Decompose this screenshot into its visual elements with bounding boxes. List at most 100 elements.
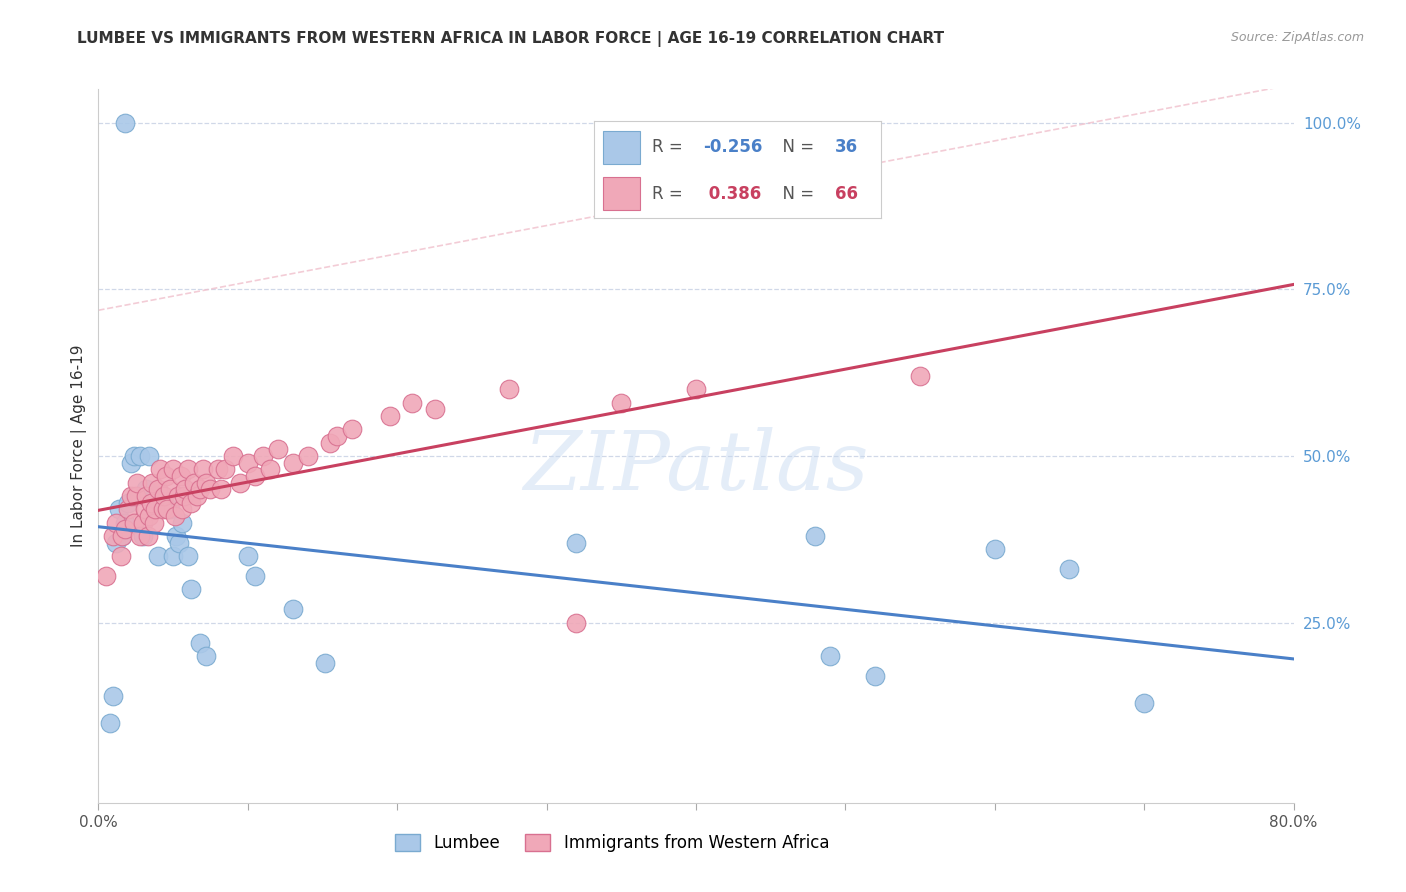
- Point: [141, 475, 163, 490]
- Point: [120, 456, 142, 470]
- Text: Source: ZipAtlas.com: Source: ZipAtlas.com: [1230, 31, 1364, 45]
- Point: [281, 456, 304, 470]
- Point: [180, 496, 202, 510]
- Point: [148, 483, 170, 497]
- Point: [214, 462, 236, 476]
- Point: [319, 435, 342, 450]
- Point: [124, 516, 146, 530]
- Point: [132, 516, 155, 530]
- Point: [174, 483, 197, 497]
- Point: [610, 395, 633, 409]
- Point: [162, 549, 184, 563]
- Point: [114, 522, 136, 536]
- Point: [138, 449, 160, 463]
- Point: [267, 442, 290, 457]
- Point: [129, 529, 152, 543]
- Point: [820, 649, 842, 664]
- Point: [105, 535, 128, 549]
- Point: [138, 509, 160, 524]
- Point: [114, 516, 136, 530]
- Point: [153, 489, 176, 503]
- Point: [162, 462, 184, 476]
- Point: [117, 502, 139, 516]
- Point: [173, 489, 195, 503]
- Text: ZIPatlas: ZIPatlas: [523, 427, 869, 508]
- Point: [149, 462, 172, 476]
- Point: [165, 529, 187, 543]
- Point: [804, 529, 827, 543]
- Point: [188, 636, 211, 650]
- Point: [94, 569, 117, 583]
- Point: [159, 483, 181, 497]
- Point: [111, 529, 134, 543]
- Point: [103, 689, 125, 703]
- Point: [180, 582, 202, 597]
- Point: [125, 489, 148, 503]
- Point: [148, 549, 170, 563]
- Point: [103, 529, 125, 543]
- Point: [111, 529, 134, 543]
- Point: [259, 462, 281, 476]
- Point: [207, 462, 229, 476]
- Point: [498, 382, 520, 396]
- Point: [177, 549, 200, 563]
- Point: [326, 429, 349, 443]
- Point: [984, 542, 1007, 557]
- Point: [143, 502, 166, 516]
- Point: [127, 475, 149, 490]
- Point: [167, 535, 190, 549]
- Point: [209, 483, 232, 497]
- Point: [423, 402, 446, 417]
- Point: [156, 502, 179, 516]
- Point: [191, 462, 214, 476]
- Point: [315, 656, 337, 670]
- Point: [120, 489, 142, 503]
- Point: [297, 449, 319, 463]
- Point: [117, 496, 139, 510]
- Point: [172, 516, 194, 530]
- Point: [124, 449, 146, 463]
- Point: [195, 475, 218, 490]
- Point: [229, 475, 252, 490]
- Point: [685, 382, 707, 396]
- Point: [188, 483, 211, 497]
- Point: [129, 449, 152, 463]
- Point: [342, 422, 364, 436]
- Point: [1059, 562, 1081, 576]
- Point: [135, 483, 157, 497]
- Point: [166, 489, 188, 503]
- Point: [169, 469, 191, 483]
- Point: [139, 496, 162, 510]
- Point: [132, 529, 155, 543]
- Point: [163, 509, 186, 524]
- Point: [110, 549, 132, 563]
- Point: [159, 502, 181, 516]
- Point: [108, 502, 131, 516]
- Point: [281, 602, 304, 616]
- Point: [252, 449, 274, 463]
- Point: [177, 462, 200, 476]
- Point: [245, 569, 267, 583]
- Point: [401, 395, 423, 409]
- Point: [908, 368, 931, 383]
- Point: [183, 475, 205, 490]
- Point: [114, 115, 136, 129]
- Y-axis label: In Labor Force | Age 16-19: In Labor Force | Age 16-19: [72, 344, 87, 548]
- Point: [134, 502, 156, 516]
- Point: [222, 449, 245, 463]
- Point: [1133, 696, 1156, 710]
- Point: [143, 489, 166, 503]
- Point: [136, 529, 159, 543]
- Point: [105, 516, 128, 530]
- Legend: Lumbee, Immigrants from Western Africa: Lumbee, Immigrants from Western Africa: [388, 827, 837, 859]
- Point: [152, 502, 174, 516]
- Point: [172, 502, 194, 516]
- Point: [200, 483, 222, 497]
- Point: [186, 489, 208, 503]
- Point: [142, 516, 165, 530]
- Point: [98, 715, 122, 730]
- Point: [865, 669, 887, 683]
- Point: [565, 535, 588, 549]
- Point: [236, 549, 259, 563]
- Point: [195, 649, 218, 664]
